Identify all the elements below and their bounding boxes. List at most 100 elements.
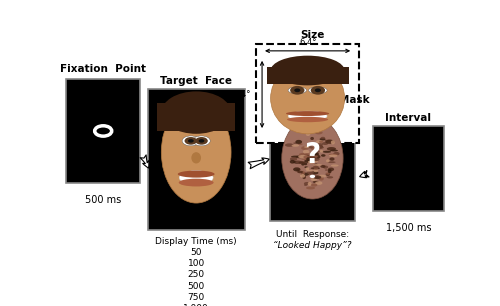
Text: 1,500 ms: 1,500 ms — [386, 223, 431, 233]
Ellipse shape — [316, 140, 322, 143]
Circle shape — [94, 126, 112, 136]
Text: 500: 500 — [188, 282, 205, 290]
Ellipse shape — [323, 151, 331, 153]
Text: Display Time (ms): Display Time (ms) — [156, 237, 237, 246]
Bar — [148, 88, 244, 230]
Ellipse shape — [162, 101, 231, 203]
Ellipse shape — [320, 150, 323, 153]
Ellipse shape — [308, 160, 314, 164]
Bar — [66, 79, 140, 183]
Ellipse shape — [306, 170, 314, 172]
Text: 6.4°: 6.4° — [299, 38, 316, 47]
Ellipse shape — [305, 146, 311, 148]
Circle shape — [198, 139, 204, 143]
Ellipse shape — [310, 156, 318, 158]
Text: ?: ? — [304, 141, 320, 169]
Ellipse shape — [312, 151, 318, 155]
Ellipse shape — [178, 170, 214, 177]
Ellipse shape — [328, 140, 334, 142]
Ellipse shape — [311, 146, 319, 151]
Circle shape — [294, 88, 300, 92]
Ellipse shape — [318, 145, 323, 148]
Ellipse shape — [310, 137, 314, 140]
Ellipse shape — [318, 177, 324, 181]
Ellipse shape — [306, 167, 310, 171]
Text: Target  Face: Target Face — [160, 76, 232, 86]
Ellipse shape — [326, 159, 330, 162]
Circle shape — [195, 137, 208, 145]
Ellipse shape — [320, 165, 326, 168]
Text: Until  Response:: Until Response: — [276, 230, 349, 239]
Text: 8.4°: 8.4° — [233, 90, 250, 99]
Ellipse shape — [312, 155, 320, 159]
Ellipse shape — [299, 153, 308, 156]
Ellipse shape — [285, 143, 294, 147]
Ellipse shape — [322, 142, 328, 145]
Text: “Looked Happy”?: “Looked Happy”? — [273, 241, 351, 249]
Ellipse shape — [314, 163, 318, 166]
Ellipse shape — [306, 171, 314, 174]
Ellipse shape — [326, 140, 334, 144]
Ellipse shape — [301, 163, 304, 166]
Ellipse shape — [303, 150, 310, 154]
Ellipse shape — [308, 156, 316, 160]
Ellipse shape — [296, 155, 304, 159]
Circle shape — [188, 139, 194, 143]
Circle shape — [310, 175, 315, 178]
Ellipse shape — [331, 140, 335, 144]
Ellipse shape — [312, 181, 318, 183]
Ellipse shape — [290, 157, 297, 161]
Ellipse shape — [270, 63, 344, 134]
Ellipse shape — [310, 154, 319, 157]
Ellipse shape — [324, 140, 333, 142]
Text: 500 ms: 500 ms — [85, 195, 122, 205]
Ellipse shape — [314, 150, 320, 153]
Ellipse shape — [293, 142, 298, 144]
Text: 1,000: 1,000 — [184, 304, 209, 306]
Ellipse shape — [314, 159, 317, 161]
Text: Size: Size — [300, 30, 325, 40]
Ellipse shape — [301, 171, 305, 175]
Circle shape — [315, 88, 321, 92]
Ellipse shape — [310, 156, 318, 158]
Ellipse shape — [314, 146, 324, 149]
Ellipse shape — [304, 146, 312, 148]
Ellipse shape — [304, 184, 308, 186]
Ellipse shape — [310, 157, 316, 160]
Ellipse shape — [313, 166, 319, 169]
Ellipse shape — [302, 175, 306, 179]
Ellipse shape — [309, 156, 316, 158]
Ellipse shape — [304, 166, 308, 168]
Text: 250: 250 — [188, 270, 205, 279]
Ellipse shape — [182, 136, 200, 146]
Ellipse shape — [311, 159, 315, 161]
Ellipse shape — [313, 175, 322, 179]
Ellipse shape — [193, 136, 210, 146]
Ellipse shape — [298, 162, 306, 164]
Ellipse shape — [308, 146, 313, 148]
Text: 50: 50 — [190, 248, 202, 257]
Bar — [372, 126, 444, 211]
Ellipse shape — [293, 167, 300, 171]
Ellipse shape — [290, 160, 295, 164]
Bar — [270, 107, 355, 221]
Ellipse shape — [179, 179, 214, 186]
Ellipse shape — [317, 143, 323, 146]
Ellipse shape — [282, 118, 343, 199]
Ellipse shape — [301, 146, 308, 150]
Ellipse shape — [306, 157, 310, 161]
Ellipse shape — [321, 154, 326, 157]
Ellipse shape — [302, 158, 310, 160]
Ellipse shape — [310, 171, 318, 174]
Ellipse shape — [320, 137, 325, 139]
Ellipse shape — [323, 166, 328, 169]
Ellipse shape — [301, 173, 309, 176]
Ellipse shape — [306, 158, 314, 160]
Ellipse shape — [162, 91, 231, 134]
Ellipse shape — [311, 184, 318, 187]
Bar — [266, 66, 348, 84]
Ellipse shape — [304, 153, 310, 156]
Ellipse shape — [308, 126, 313, 128]
Ellipse shape — [304, 154, 309, 158]
Ellipse shape — [311, 158, 320, 161]
